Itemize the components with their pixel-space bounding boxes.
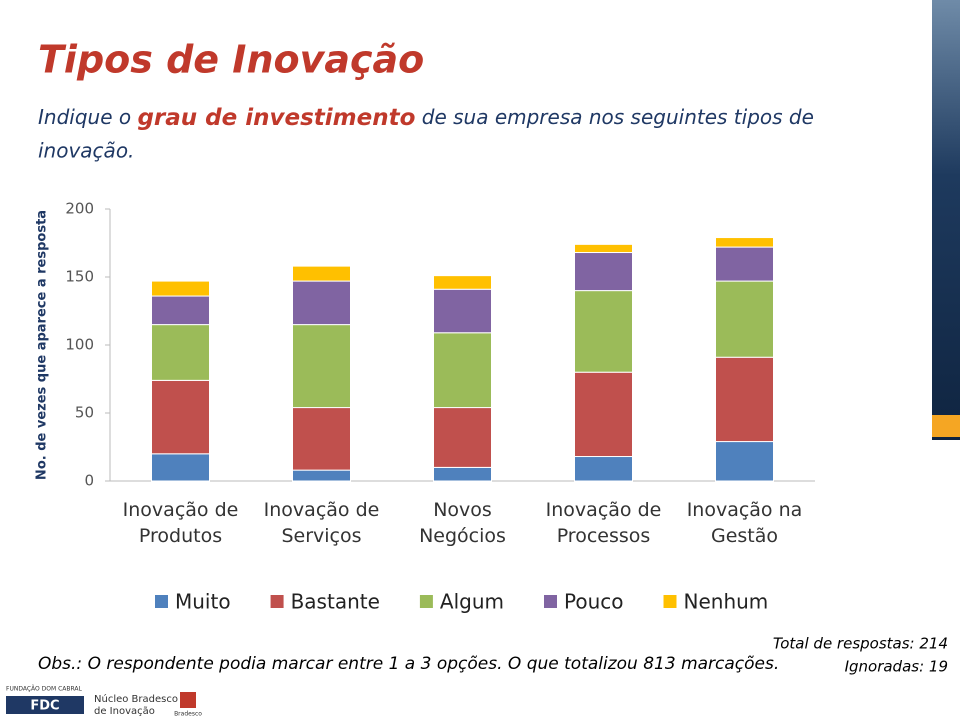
bar-segment <box>292 469 351 482</box>
obs-text: O respondente podia marcar entre 1 a 3 o… <box>82 654 779 674</box>
ignored: Ignoradas: 19 <box>845 658 948 676</box>
legend-swatch <box>155 595 168 608</box>
bar-segment <box>574 243 633 254</box>
x-tick-line: Inovação de <box>264 499 380 521</box>
bar-segment <box>433 275 492 290</box>
side-image <box>932 0 960 440</box>
total: Total de respostas: 214 <box>773 635 948 653</box>
x-tick-line: Gestão <box>711 525 778 547</box>
bradesco-text: Bradesco <box>174 711 202 718</box>
bar-segment <box>433 288 492 334</box>
y-axis-label: No. de vezes que aparece a resposta <box>35 210 50 480</box>
obs: Obs.: O respondente podia marcar entre 1… <box>38 654 779 674</box>
x-tick-label: Inovação na Gestão <box>687 499 803 547</box>
subtitle-part: inovação. <box>38 139 134 163</box>
legend-label: Pouco <box>564 590 624 614</box>
y-tick-label: 0 <box>84 472 94 490</box>
bar-segment <box>151 453 210 482</box>
legend-swatch <box>544 595 557 608</box>
nucleo-line: de Inovação <box>94 706 155 717</box>
x-tick-line: Novos <box>433 499 492 521</box>
bar-segment <box>574 290 633 373</box>
nucleo-line: Núcleo Bradesco <box>94 693 178 705</box>
legend-swatch <box>663 595 677 608</box>
bar-segment <box>715 246 774 282</box>
obs-label: Obs.: <box>38 654 82 674</box>
subtitle-part: Indique o <box>38 105 137 129</box>
bar-segment <box>151 280 210 297</box>
subtitle: Indique o grau de investimento de sua em… <box>38 105 814 131</box>
bar-segment <box>292 280 351 326</box>
legend-label: Bastante <box>291 590 380 614</box>
y-tick-label: 200 <box>65 200 94 218</box>
bradesco-logo <box>180 692 196 708</box>
legend: Muito Bastante Algum Pouco Nenhum <box>155 590 768 614</box>
bar-segment <box>151 379 210 455</box>
x-tick-label: Inovação de Processos <box>546 499 662 547</box>
y-tick-label: 100 <box>65 336 94 354</box>
subtitle-emphasis: grau de investimento <box>137 105 415 131</box>
bar-segment <box>574 371 633 458</box>
bar-segment <box>574 456 633 482</box>
x-tick-label: Novos Negócios <box>419 499 506 547</box>
x-tick-line: Negócios <box>419 525 506 547</box>
bar-segment <box>433 407 492 468</box>
bar-segment <box>715 441 774 482</box>
bar-segment <box>151 295 210 326</box>
bar-segment <box>715 237 774 248</box>
legend-label: Algum <box>440 590 504 614</box>
x-tick-line: Inovação na <box>687 499 803 521</box>
x-tick-line: Produtos <box>139 525 222 547</box>
bar-segment <box>574 252 633 292</box>
y-tick-label: 150 <box>65 268 94 286</box>
bar-segment <box>292 407 351 471</box>
legend-swatch <box>270 595 284 608</box>
subtitle-part: de sua empresa nos seguintes tipos de <box>415 105 814 129</box>
x-tick-line: Inovação de <box>546 499 662 521</box>
fdc-logo <box>6 696 84 714</box>
bar-segment <box>433 466 492 482</box>
bar-segment <box>151 324 210 381</box>
bar-segment <box>715 356 774 443</box>
x-tick-line: Processos <box>557 525 651 547</box>
fdc-text: FDC <box>30 699 59 714</box>
x-tick-label: Inovação de Produtos <box>123 499 239 547</box>
bar-segment <box>715 280 774 358</box>
title: Tipos de Inovação <box>38 38 424 82</box>
x-tick-line: Inovação de <box>123 499 239 521</box>
legend-label: Nenhum <box>684 590 769 614</box>
x-tick-label: Inovação de Serviços <box>264 499 380 547</box>
x-tick-line: Serviços <box>281 525 361 547</box>
side-image-accent <box>932 415 960 437</box>
bar-segment <box>292 324 351 409</box>
legend-label: Muito <box>175 590 231 614</box>
bar-segment <box>433 332 492 409</box>
bar-segment <box>292 265 351 282</box>
legend-swatch <box>419 595 433 608</box>
foundation: FUNDAÇÃO DOM CABRAL <box>6 686 83 693</box>
y-tick-label: 50 <box>75 404 94 422</box>
